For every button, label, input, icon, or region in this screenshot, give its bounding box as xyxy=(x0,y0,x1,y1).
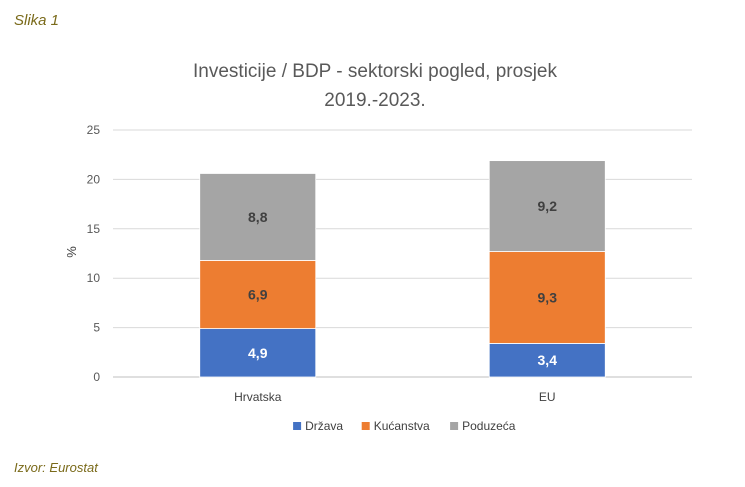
data-label: 9,2 xyxy=(538,198,558,214)
bars: 4,9 6,9 8,8 3,4 9,3 9,2 xyxy=(199,160,606,378)
category-label: Hrvatska xyxy=(234,390,282,404)
data-label: 4,9 xyxy=(248,345,268,361)
bar-segment xyxy=(199,173,317,261)
source-note: Izvor: Eurostat xyxy=(14,460,98,475)
legend-swatch xyxy=(293,422,302,430)
bar-segment xyxy=(199,328,317,378)
data-label: 8,8 xyxy=(248,209,268,225)
chart-title-line-1: Investicije / BDP - sektorski pogled, pr… xyxy=(193,61,557,82)
bar-segment xyxy=(488,160,606,252)
bar-segment xyxy=(199,260,317,329)
data-label: 3,4 xyxy=(538,352,558,368)
chart-title-line-2: 2019.-2023. xyxy=(324,90,425,111)
legend-swatch xyxy=(361,422,370,430)
data-label: 9,3 xyxy=(538,289,558,305)
legend-label: Kućanstva xyxy=(374,419,430,433)
category-label: EU xyxy=(539,390,556,404)
y-axis-ticks: 0 5 10 15 20 25 xyxy=(87,123,101,384)
y-tick-label: 25 xyxy=(87,123,101,137)
y-tick-label: 5 xyxy=(93,321,100,335)
y-axis-label: % xyxy=(64,246,79,258)
legend-label: Država xyxy=(305,419,343,433)
legend-label: Poduzeća xyxy=(462,419,516,433)
y-tick-label: 0 xyxy=(93,370,100,384)
data-label: 6,9 xyxy=(248,287,268,303)
legend-swatch xyxy=(450,422,459,430)
x-axis-categories: Hrvatska EU xyxy=(234,390,556,404)
y-tick-label: 10 xyxy=(87,271,101,285)
figure-caption: Slika 1 xyxy=(14,12,60,29)
y-tick-label: 15 xyxy=(87,222,101,236)
legend: Država Kućanstva Poduzeća xyxy=(293,419,516,433)
y-tick-label: 20 xyxy=(87,172,101,186)
